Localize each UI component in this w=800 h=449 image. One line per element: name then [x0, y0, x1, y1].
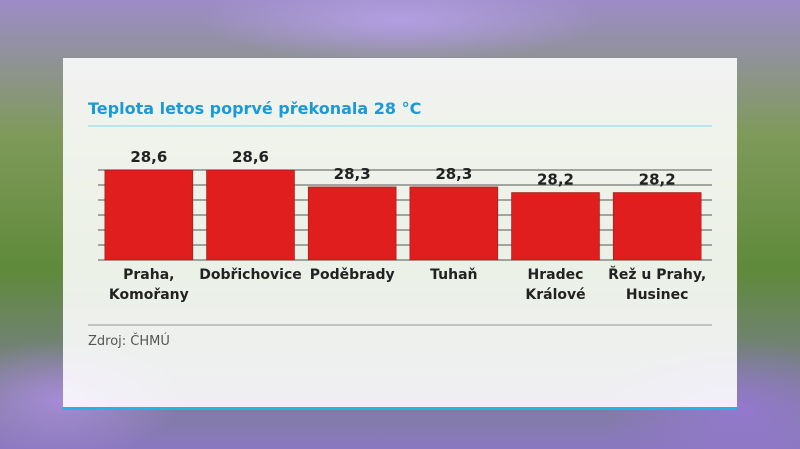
value-label: 28,3 — [334, 165, 371, 183]
bar — [206, 169, 295, 261]
x-tick-label: Dobřichovice — [199, 267, 302, 283]
bar — [104, 169, 194, 261]
x-tick-label: Řež u Prahy, Husinec — [608, 267, 707, 303]
bar — [612, 192, 702, 261]
value-label: 28,6 — [232, 148, 269, 166]
x-tick-label: Hradec Králové — [525, 267, 586, 303]
x-tick-label: Poděbrady — [309, 267, 395, 283]
x-tick-label: Tuhaň — [430, 267, 478, 283]
chart-title: Teplota letos poprvé překonala 28 °C — [88, 99, 422, 118]
x-tick-label: Praha, Komořany — [108, 267, 189, 303]
value-label: 28,6 — [130, 148, 167, 166]
bar — [511, 192, 600, 261]
bar — [409, 186, 499, 261]
bar — [307, 186, 397, 261]
value-label: 28,3 — [435, 165, 472, 183]
source: Zdroj: ČHMÚ — [88, 334, 170, 349]
value-label: 28,2 — [537, 171, 574, 189]
value-label: 28,2 — [639, 171, 676, 189]
guide-lines — [98, 169, 712, 261]
